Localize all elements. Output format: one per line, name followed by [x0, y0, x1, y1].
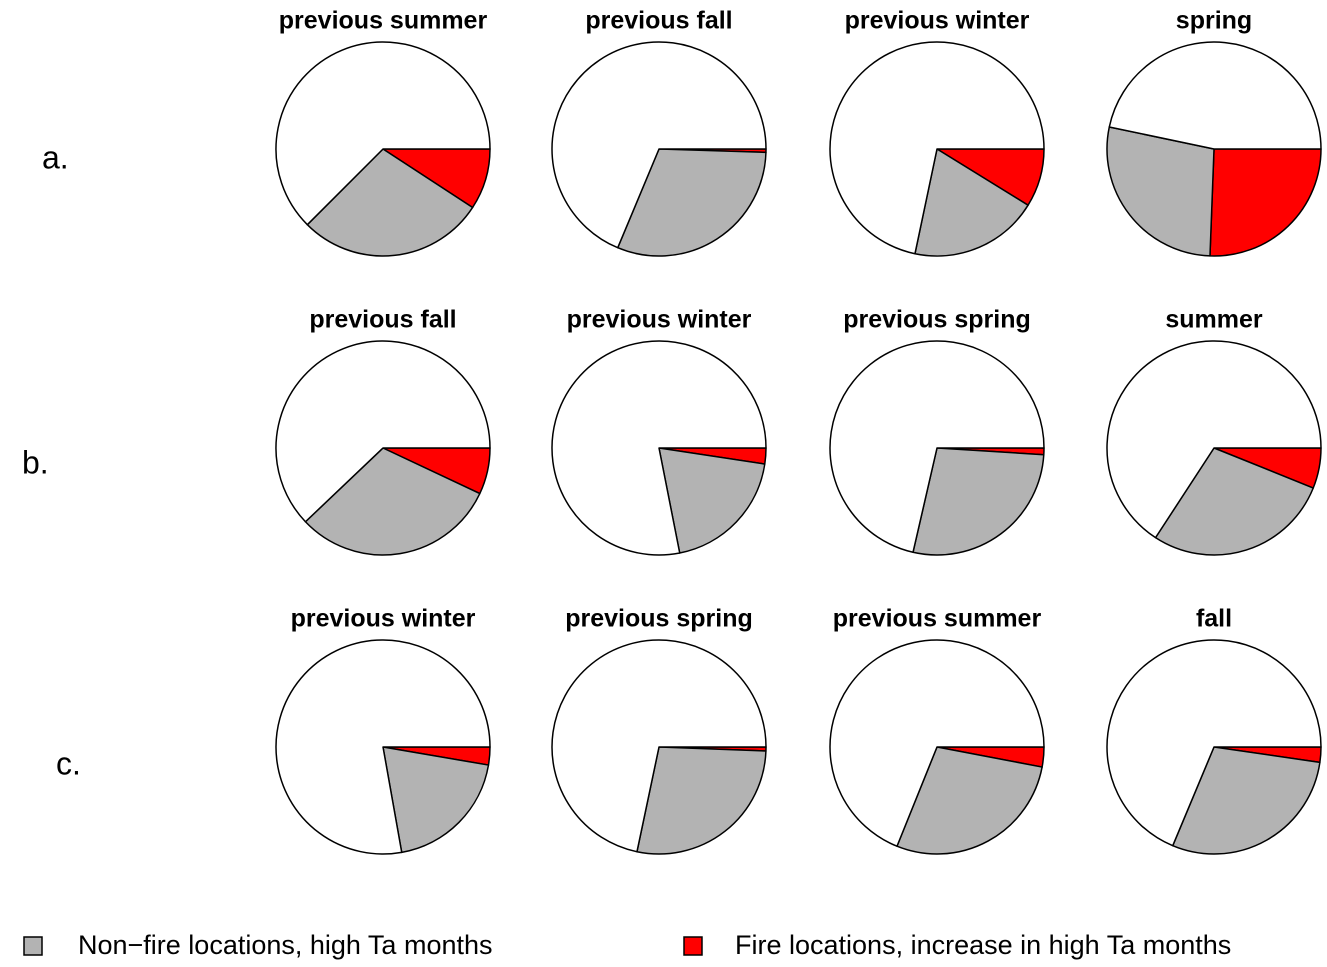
- legend-label: Non−fire locations, high Ta months: [78, 930, 493, 960]
- legend-swatch: [683, 936, 703, 956]
- row-label: b.: [22, 444, 49, 480]
- pie-title: previous summer: [833, 605, 1042, 633]
- pie-title: previous winter: [291, 605, 476, 633]
- pie-title: previous fall: [585, 7, 732, 35]
- pie-slice: [1171, 746, 1321, 855]
- pie-title: summer: [1165, 306, 1263, 334]
- pie-slice: [616, 148, 767, 257]
- pie-slice: [382, 746, 490, 854]
- pie-slice: [829, 340, 1045, 554]
- pie-title: spring: [1176, 7, 1252, 35]
- pie-slice: [306, 148, 474, 257]
- pie-slice: [275, 41, 491, 226]
- pie-slice: [1108, 41, 1322, 150]
- pie-title: previous fall: [309, 306, 456, 334]
- pie-slice: [1106, 340, 1322, 539]
- pie-title: fall: [1196, 605, 1232, 633]
- pie-slice: [829, 639, 1045, 847]
- pie-slice: [658, 447, 766, 554]
- pie-slice: [1154, 447, 1314, 556]
- pie-slice: [912, 447, 1045, 556]
- row-label: a.: [42, 139, 69, 175]
- pie-title: previous winter: [567, 306, 752, 334]
- pie-slice: [551, 340, 767, 556]
- pie-title: previous summer: [279, 7, 488, 35]
- pie-title: previous winter: [845, 7, 1030, 35]
- pie-title: previous spring: [565, 605, 753, 633]
- pie-slice: [1209, 148, 1322, 257]
- pie-slice: [829, 41, 1045, 255]
- pie-slice: [896, 746, 1043, 855]
- pie-slice: [636, 746, 767, 855]
- legend-label: Fire locations, increase in high Ta mont…: [735, 930, 1231, 960]
- pie-slice: [275, 639, 491, 855]
- pie-slice: [551, 41, 767, 249]
- pie-title: previous spring: [843, 306, 1031, 334]
- pie-slice: [304, 447, 481, 556]
- pie-slice: [1106, 126, 1215, 257]
- row-label: c.: [56, 745, 81, 781]
- pie-slice: [1106, 639, 1322, 847]
- pie-slice: [551, 639, 767, 853]
- pie-slice: [914, 148, 1029, 257]
- pie-slice: [275, 340, 491, 523]
- legend-swatch: [23, 936, 43, 956]
